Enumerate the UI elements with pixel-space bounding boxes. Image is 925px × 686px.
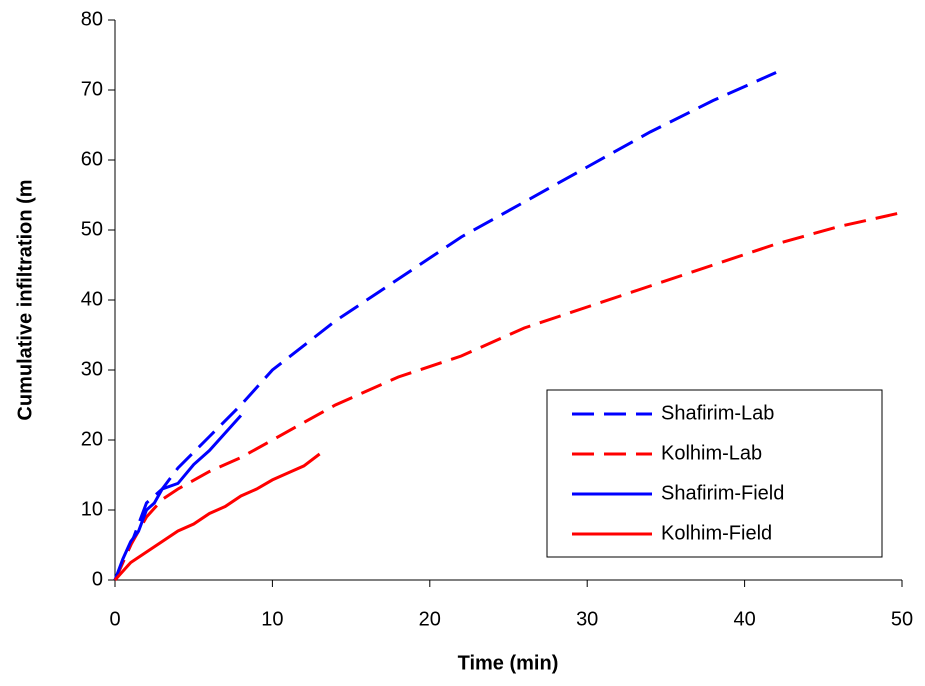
y-tick-label: 20 <box>81 428 103 450</box>
y-tick-label: 0 <box>92 568 103 590</box>
x-axis-title: Time (min) <box>458 652 559 674</box>
y-tick-label: 70 <box>81 78 103 100</box>
y-tick-label: 10 <box>81 498 103 520</box>
x-tick-label: 40 <box>733 608 755 630</box>
legend-label: Shafirim-Field <box>661 482 784 504</box>
y-tick-label: 80 <box>81 8 103 30</box>
line <box>113 211 903 581</box>
x-tick-label: 50 <box>891 608 913 630</box>
legend-label: Shafirim-Lab <box>661 402 774 424</box>
line <box>113 452 321 582</box>
y-axis-title: Cumulative infiltration (m <box>14 179 36 420</box>
y-tick-label: 30 <box>81 358 103 380</box>
x-tick-label: 0 <box>109 608 120 630</box>
y-tick-label: 50 <box>81 218 103 240</box>
legend-label: Kolhim-Lab <box>661 442 762 464</box>
x-tick-label: 30 <box>576 608 598 630</box>
y-tick-label: 60 <box>81 148 103 170</box>
y-tick-label: 40 <box>81 288 103 310</box>
legend-label: Kolhim-Field <box>661 522 772 544</box>
line <box>113 414 243 581</box>
legend-box <box>546 389 883 558</box>
x-tick-label: 20 <box>419 608 441 630</box>
line <box>113 71 777 581</box>
x-tick-label: 10 <box>261 608 283 630</box>
